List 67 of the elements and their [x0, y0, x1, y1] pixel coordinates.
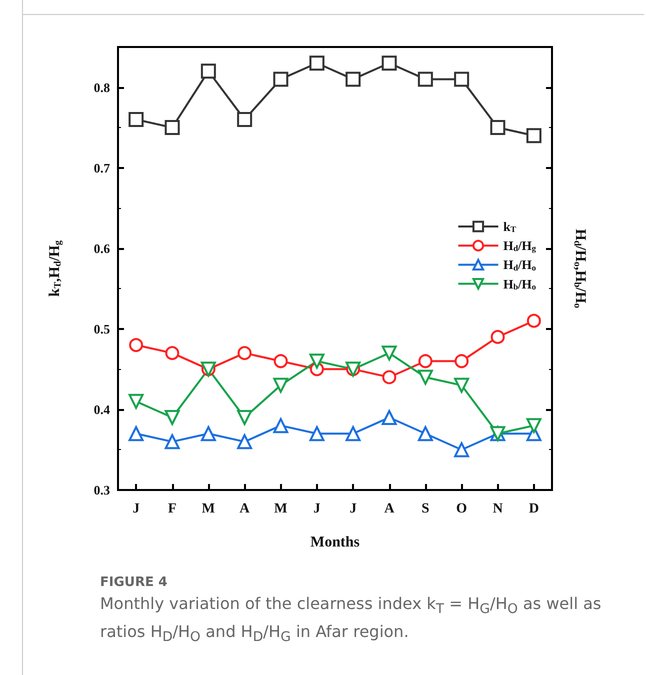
point [164, 120, 180, 136]
x-tick-label: J [350, 502, 357, 516]
point [164, 434, 180, 450]
x-tick-label: J [132, 502, 140, 516]
x-axis-title: Months [310, 534, 360, 550]
point [309, 56, 324, 71]
y-tick-label: 0.7 [94, 160, 110, 176]
point [273, 72, 288, 87]
point [526, 314, 541, 328]
x-tick-label: D [528, 502, 539, 516]
point [418, 72, 433, 87]
point [200, 64, 216, 79]
point [346, 72, 361, 87]
point [273, 378, 288, 393]
x-tick-label: N [492, 502, 503, 516]
point [165, 346, 180, 360]
point [526, 128, 542, 144]
point [129, 338, 144, 352]
point [238, 346, 252, 360]
y2-axis-title: Hd/Ho,Hb/Ho [572, 228, 588, 308]
caption: FIGURE 4 [100, 575, 168, 590]
legend-label: Hd/Hg [503, 238, 537, 254]
point [382, 56, 397, 71]
point [490, 120, 506, 136]
x-tick-label: J [313, 502, 320, 516]
point [346, 426, 361, 442]
y-tick-label: 0.6 [94, 240, 110, 256]
legend-label: kT [503, 219, 516, 234]
point [454, 72, 470, 87]
text: Monthly variation of the clearness index k$_{T}$ = H$_{G}$/H$_{O}$ as well as ratios H$_{D}$/H$_{O}$ and H$_{D}$/H$_{G}$ in Afar region. [100, 594, 602, 646]
point [418, 426, 433, 442]
point [418, 370, 433, 385]
point [237, 112, 252, 127]
x-tick-label: M [274, 502, 288, 516]
y-tick-label: 0.3 [94, 482, 110, 498]
x-tick-label: O [456, 502, 468, 516]
point [454, 378, 470, 393]
point [526, 418, 542, 434]
x-tick-label: F [168, 502, 177, 516]
point [164, 410, 180, 426]
legend-label: Hd/Ho [503, 257, 536, 272]
point [454, 442, 470, 458]
point [128, 112, 144, 127]
point [237, 410, 252, 426]
point [200, 426, 216, 442]
point [454, 354, 469, 368]
point [273, 418, 288, 434]
point [237, 434, 252, 450]
point [309, 426, 324, 442]
x-tick-label: A [384, 502, 396, 516]
x-tick-label: S [422, 502, 430, 516]
point [274, 354, 288, 368]
point [382, 410, 397, 426]
legend-label: Hb/Ho [503, 276, 536, 292]
point [382, 370, 396, 384]
point [382, 346, 397, 361]
y-tick-label: 0.8 [94, 80, 110, 95]
point [128, 394, 144, 409]
point [490, 330, 505, 344]
point [128, 426, 144, 442]
point [418, 354, 432, 368]
y-axis-title: kT,Hd/Hg [47, 240, 64, 297]
y-tick-label: 0.4 [94, 402, 110, 417]
y-tick-label: 0.5 [94, 321, 110, 336]
x-tick-label: A [240, 502, 251, 516]
point [309, 354, 324, 369]
x-tick-label: M [202, 502, 216, 516]
